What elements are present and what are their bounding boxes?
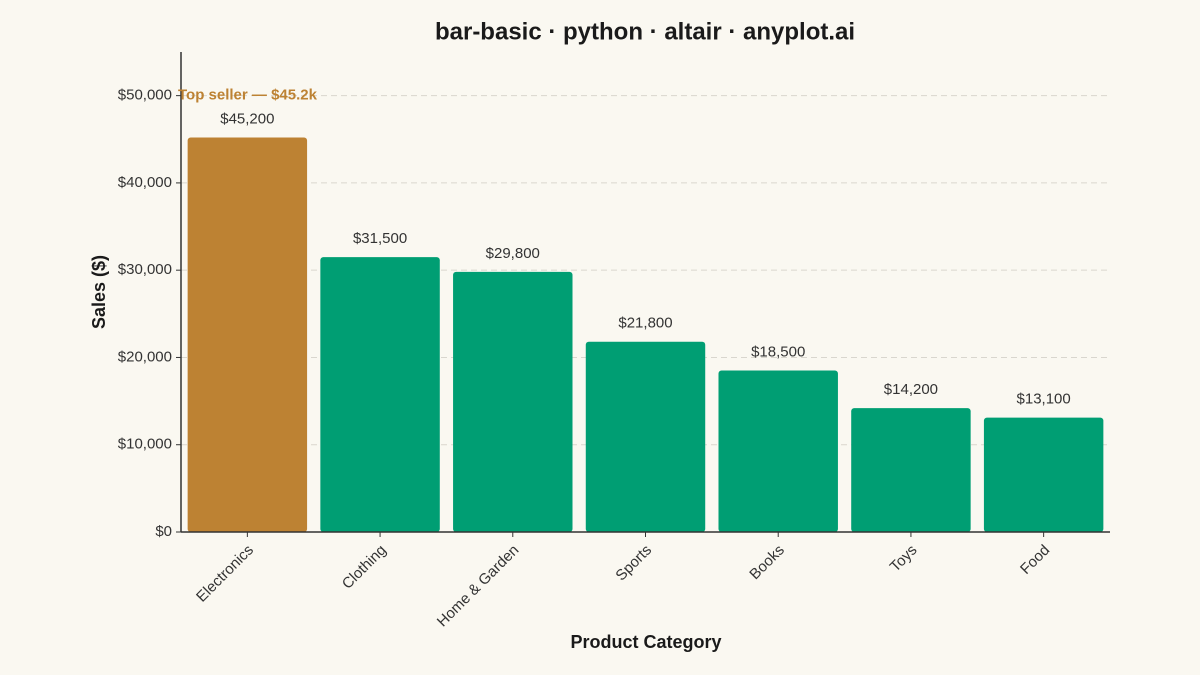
value-label: $14,200 — [884, 381, 938, 398]
value-label: $45,200 — [220, 110, 274, 127]
bar — [187, 137, 308, 532]
value-label: $31,500 — [353, 230, 407, 247]
y-tick-label: $30,000 — [118, 261, 172, 278]
bar — [585, 341, 706, 532]
value-label: $29,800 — [486, 245, 540, 262]
bar — [983, 417, 1104, 532]
y-tick-label: $0 — [155, 523, 172, 540]
bar — [320, 257, 440, 532]
annotation: Top seller — $45.2k — [178, 87, 318, 104]
value-label: $21,800 — [618, 315, 672, 332]
y-tick-label: $10,000 — [118, 436, 172, 453]
bar — [851, 408, 971, 532]
bar — [453, 271, 573, 532]
value-label: $18,500 — [751, 344, 805, 361]
y-tick-label: $40,000 — [118, 174, 172, 191]
y-tick-label: $20,000 — [118, 348, 172, 365]
x-axis-title: Product Category — [570, 632, 721, 652]
bar — [718, 370, 838, 532]
value-label: $13,100 — [1017, 391, 1071, 408]
chart-title: bar-basic · python · altair · anyplot.ai — [435, 18, 855, 45]
y-tick-label: $50,000 — [118, 87, 172, 104]
y-axis-title: Sales ($) — [89, 255, 109, 329]
